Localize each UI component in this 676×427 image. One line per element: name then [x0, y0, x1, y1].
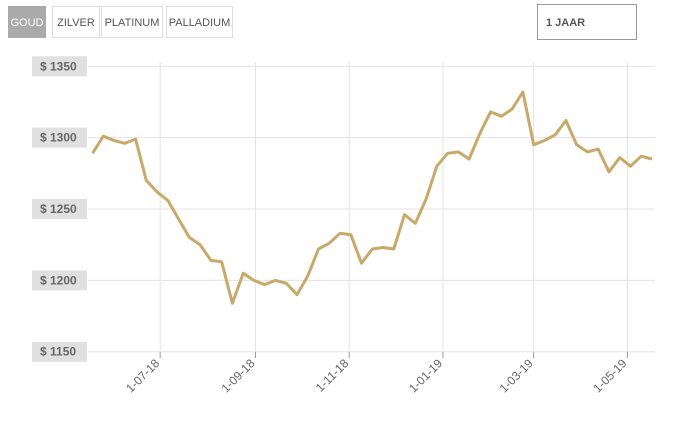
y-tick-box: [32, 127, 87, 148]
x-tick-label: 1-01-19: [406, 356, 445, 395]
x-tick-label: 1-09-18: [218, 356, 257, 395]
x-tick-label: 1-03-19: [497, 356, 536, 395]
y-tick-box: [32, 270, 87, 291]
y-tick-box: [32, 199, 87, 219]
y-tick-box: [32, 56, 87, 77]
metal-tab[interactable]: PLATINUM: [101, 6, 163, 38]
y-tick-label: $ 1150: [40, 345, 76, 359]
metal-tab[interactable]: ZILVER: [52, 6, 100, 38]
x-tick-label: 1-05-19: [590, 356, 629, 395]
y-tick-label: $ 1300: [40, 131, 77, 145]
y-tick-label: $ 1250: [40, 202, 77, 216]
metal-tab[interactable]: PALLADIUM: [166, 6, 233, 38]
x-tick-label: 1-11-18: [313, 356, 352, 395]
y-tick-box: [32, 341, 87, 362]
y-tick-label: $ 1200: [40, 273, 77, 287]
price-line: [91, 90, 653, 305]
metal-tab[interactable]: GOUD: [8, 6, 46, 38]
y-tick-label: $ 1350: [40, 59, 77, 73]
x-tick-label: 1-07-18: [123, 356, 162, 395]
period-select[interactable]: 1 JAAR: [537, 4, 637, 40]
